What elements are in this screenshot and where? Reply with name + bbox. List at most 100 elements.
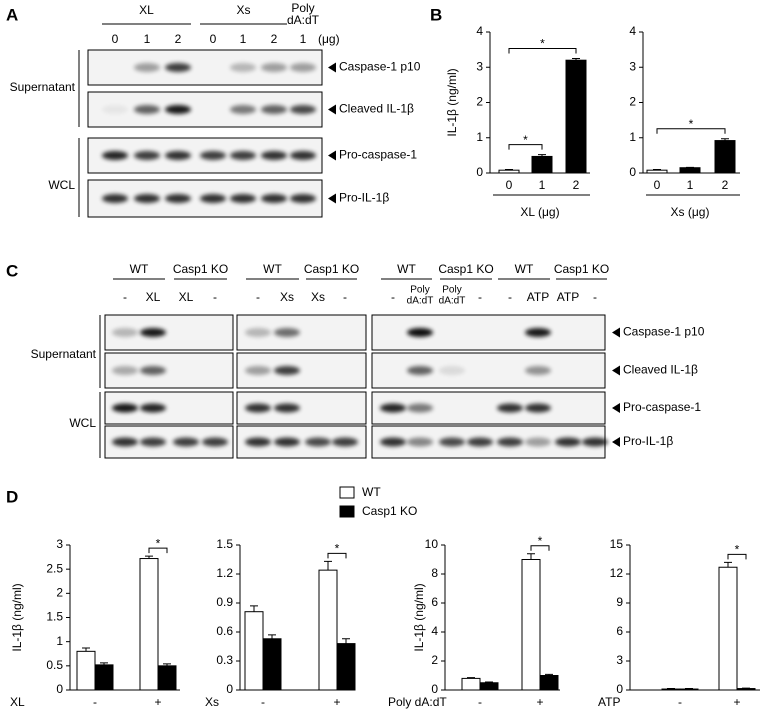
lane-label: Xs — [311, 290, 325, 304]
arrowhead — [612, 403, 620, 413]
arrowhead — [612, 365, 620, 376]
bar — [262, 638, 282, 691]
blot-band — [202, 437, 228, 447]
error-bar — [545, 673, 553, 676]
lane-label: Xs — [280, 290, 294, 304]
blot-band — [245, 366, 271, 375]
y-tick-label: 3 — [476, 59, 483, 73]
blot-band — [134, 63, 160, 72]
x-tick-label: 0 — [654, 178, 661, 192]
y-tick-label: 1.5 — [216, 537, 233, 551]
y-tick-label: 0.5 — [46, 658, 63, 672]
legend-swatch — [339, 505, 355, 518]
blot-strip — [236, 314, 367, 351]
error-bar — [250, 605, 258, 612]
blot-band — [230, 63, 256, 72]
blot-band — [290, 63, 316, 72]
blot-band — [274, 366, 300, 375]
significance-star: * — [735, 543, 740, 557]
y-tick-label: 6 — [616, 624, 623, 638]
lane-label: ATP — [557, 290, 579, 304]
significance-bracket — [327, 552, 347, 559]
error-bar — [485, 681, 493, 683]
band-label: Caspase-1 p10 — [623, 325, 705, 339]
dose-label: 1 — [144, 32, 151, 46]
blot-band — [407, 403, 433, 413]
error-bar — [342, 638, 350, 644]
blot-band — [467, 437, 493, 447]
y-tick-label: 0.9 — [216, 595, 233, 609]
genotype-label: Casp1 KO — [438, 262, 493, 276]
significance-bracket — [530, 545, 550, 551]
y-tick-label: 2 — [56, 586, 63, 600]
blot-band — [134, 151, 160, 160]
blot-band — [407, 437, 433, 447]
blot-band — [173, 437, 199, 447]
bar — [244, 611, 264, 691]
lane-label: - — [256, 290, 260, 304]
group-label: Xs — [236, 3, 250, 17]
arrowhead — [328, 193, 336, 204]
blot-band — [439, 366, 465, 375]
blot-band — [134, 105, 160, 114]
blot-band — [274, 328, 300, 337]
dose-label: 1 — [240, 32, 247, 46]
blot-band — [230, 194, 256, 203]
blot-band — [200, 151, 226, 160]
lane-label: - — [123, 290, 127, 304]
y-tick-label: 2 — [476, 95, 483, 109]
bar — [531, 155, 553, 174]
x-axis-label: XL — [10, 695, 25, 709]
y-tick-label: 0.3 — [216, 653, 233, 667]
x-tick-label: 2 — [722, 178, 729, 192]
blot-band — [165, 194, 191, 203]
fraction-label: Supernatant — [10, 80, 76, 94]
error-bar — [724, 561, 732, 568]
arrowhead — [328, 62, 336, 73]
y-tick-label: 0 — [431, 682, 438, 696]
y-tick-label: 2 — [629, 95, 636, 109]
x-tick-label: - — [261, 695, 265, 709]
x-tick-label: 1 — [539, 178, 546, 192]
legend-label: Casp1 KO — [362, 504, 417, 518]
y-tick-label: 0 — [616, 682, 623, 696]
error-bar — [653, 168, 661, 171]
arrowhead — [328, 150, 336, 161]
bar — [461, 677, 481, 691]
blot-strip — [371, 314, 606, 351]
bar — [679, 167, 701, 174]
significance-star: * — [540, 37, 545, 51]
bar — [736, 688, 756, 691]
significance-star: * — [689, 117, 694, 131]
y-tick-label: 15 — [610, 537, 624, 551]
y-tick-label: 3 — [56, 537, 63, 551]
y-tick-label: 12 — [610, 566, 624, 580]
error-bar — [721, 138, 729, 141]
y-tick-label: 1 — [476, 130, 483, 144]
blot-band — [112, 366, 138, 375]
arrowhead — [612, 327, 620, 338]
lane-label: Poly — [410, 285, 429, 296]
dose-label: 0 — [112, 32, 119, 46]
dose-label: 2 — [175, 32, 182, 46]
group-label: XL — [139, 3, 154, 17]
y-tick-label: 4 — [476, 24, 483, 38]
band-label: Caspase-1 p10 — [339, 60, 421, 74]
axis — [444, 545, 560, 691]
genotype-label: Casp1 KO — [554, 262, 609, 276]
significance-bracket — [508, 47, 577, 54]
panel-letter: D — [6, 487, 18, 506]
genotype-label: WT — [515, 262, 534, 276]
significance-bracket — [508, 144, 543, 150]
blot-strip — [371, 391, 606, 425]
error-bar — [505, 168, 513, 171]
fraction-label: WCL — [69, 416, 96, 430]
bar — [139, 558, 159, 691]
x-axis-label: XL (μg) — [520, 205, 559, 219]
blot-band — [112, 437, 138, 447]
significance-star: * — [335, 542, 340, 556]
lane-label: XL — [146, 290, 161, 304]
y-tick-label: 10 — [425, 537, 439, 551]
blot-band — [140, 366, 166, 375]
blot-band — [261, 105, 287, 114]
